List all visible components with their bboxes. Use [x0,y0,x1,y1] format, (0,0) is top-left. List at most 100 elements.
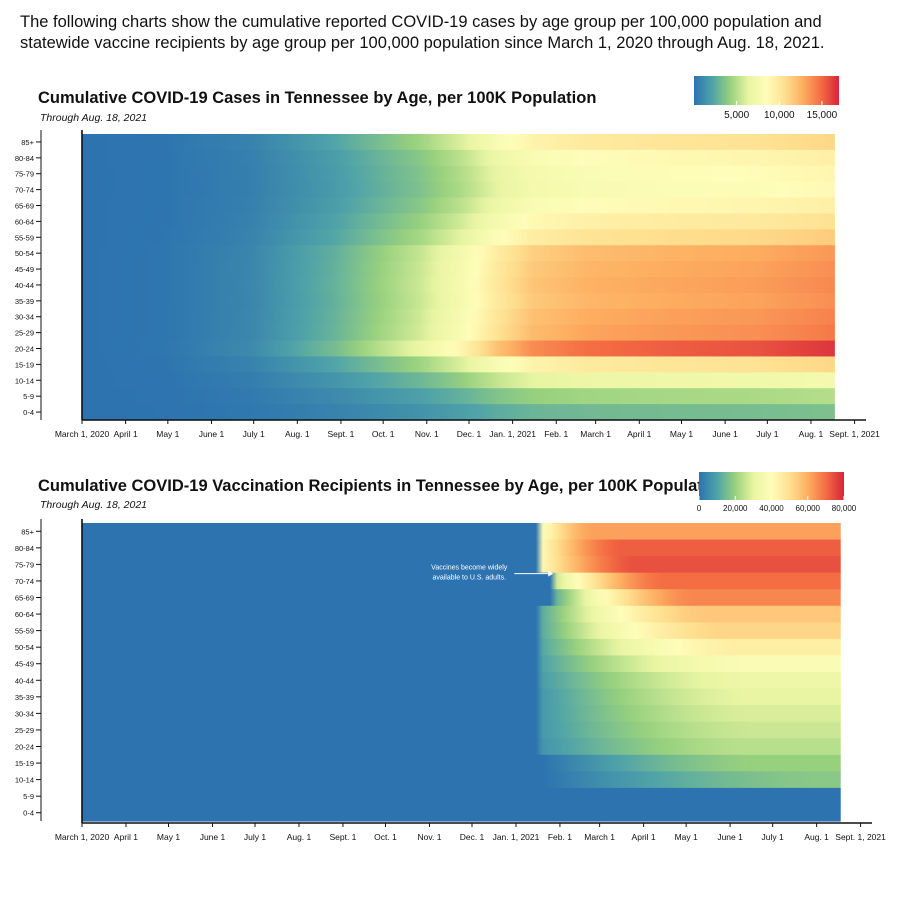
cases-heatmap-chart: 85+ 80-84 75-79 70-74 65-69 60-64 55-59 50-54 45… [15,76,880,439]
x-tick-label: July 1 [756,429,778,439]
x-tick-label: Sept. 1, 2021 [835,832,886,842]
heatmap-row [82,229,835,246]
x-tick-label: Aug. 1 [285,429,310,439]
x-tick-label: July 1 [244,832,266,842]
cases-chart-subtitle: Through Aug. 18, 2021 [40,112,148,124]
legend-tick-label: 0 [697,504,702,513]
legend-tick-label: 60,000 [796,504,821,513]
y-tick-label: 35-39 [15,297,34,306]
x-tick-label: June 1 [200,832,226,842]
x-tick-label: Feb. 1 [548,832,572,842]
heatmap-row [82,738,841,756]
x-tick-label: May 1 [157,832,180,842]
x-tick-label: May 1 [670,429,693,439]
x-tick-label: March 1, 2020 [55,832,110,842]
y-tick-label: 20-24 [15,743,34,752]
x-tick-label: July 1 [762,832,784,842]
x-tick-label: Jan. 1, 2021 [493,832,540,842]
heatmap-row [82,324,835,342]
y-tick-label: 50-54 [15,643,34,652]
y-tick-label: 85+ [21,138,34,147]
y-tick-label: 40-44 [15,676,34,685]
heatmap-row [82,134,835,151]
heatmap-row [82,213,835,230]
heatmap-row [82,672,841,690]
vaccination-chart-title: Cumulative COVID-19 Vaccination Recipien… [38,477,728,495]
heatmap-row [82,754,841,772]
heatmap-row [82,340,835,358]
x-tick-label: June 1 [717,832,743,842]
x-tick-label: Aug. 1 [804,832,829,842]
x-tick-label: Sept. 1 [329,832,356,842]
y-tick-label: 45-49 [15,265,34,274]
legend-tick-label: 5,000 [724,110,749,121]
heatmap-row [82,523,841,541]
x-tick-label: Feb. 1 [544,429,568,439]
heatmap-row [82,356,835,373]
heatmap-row [82,388,835,405]
heatmap-row [82,705,841,723]
x-tick-label: Sept. 1, 2021 [829,429,880,439]
x-tick-label: April 1 [632,832,656,842]
heatmap-row [82,688,841,706]
legend-tick-label: 20,000 [723,504,748,513]
vaccination-heatmap-chart: 85+ 80-84 75-79 70-74 65-69 60-64 55-59 50-54 45… [15,472,886,842]
y-tick-label: 65-69 [15,202,34,211]
y-tick-label: 70-74 [15,577,34,586]
y-tick-label: 70-74 [15,186,34,195]
heatmap-row [82,539,841,557]
heatmap-row [82,655,841,673]
x-tick-label: March 1, 2020 [55,429,110,439]
y-tick-label: 55-59 [15,627,34,636]
heatmap-row [82,589,841,607]
y-tick-label: 75-79 [15,170,34,179]
x-tick-label: Aug. 1 [799,429,824,439]
heatmap-row [82,787,841,806]
y-tick-label: 15-19 [15,360,34,369]
y-tick-label: 0-4 [23,809,34,818]
heatmap-row [82,181,835,199]
y-tick-label: 75-79 [15,560,34,569]
vaccination-chart-subtitle: Through Aug. 18, 2021 [40,499,148,511]
heatmap-row [82,721,841,739]
y-tick-label: 5-9 [23,392,34,401]
heatmap-row [82,404,835,421]
x-tick-label: April 1 [114,832,138,842]
annotation-text-line1: Vaccines become widely [431,565,508,572]
legend-tick-label: 80,000 [832,504,857,513]
heatmap-row [82,622,841,640]
x-tick-label: Oct. 1 [372,429,395,439]
x-tick-label: Aug. 1 [287,832,312,842]
x-tick-label: March 1 [584,832,615,842]
x-tick-label: June 1 [712,429,738,439]
y-tick-label: 25-29 [15,726,34,735]
heatmap-row [82,245,835,262]
cases-chart-title: Cumulative COVID-19 Cases in Tennessee b… [38,89,597,107]
y-tick-label: 85+ [21,527,34,536]
heatmap-row [82,771,841,789]
heatmap-row [82,149,835,167]
legend-tick-label: 10,000 [764,110,795,121]
legend-tick-label: 40,000 [759,504,784,513]
y-tick-label: 60-64 [15,610,34,619]
x-tick-label: Nov. 1 [415,429,439,439]
y-tick-label: 80-84 [15,544,34,553]
annotation-arrowhead [548,570,554,577]
y-tick-label: 20-24 [15,345,34,354]
y-tick-label: 80-84 [15,154,34,163]
y-tick-label: 10-14 [15,376,34,385]
x-tick-label: Dec. 1 [457,429,482,439]
legend-tick-label: 15,000 [807,110,838,121]
heatmap-row [82,556,841,574]
x-tick-label: June 1 [199,429,225,439]
x-tick-label: Jan. 1, 2021 [489,429,536,439]
heatmap-row [82,165,835,183]
legend-color-bar [694,76,839,105]
x-tick-label: April 1 [627,429,651,439]
y-tick-label: 25-29 [15,329,34,338]
x-tick-label: Sept. 1 [327,429,354,439]
y-tick-label: 55-59 [15,233,34,242]
heatmap-row [82,572,841,590]
heatmap-row [82,372,835,389]
y-tick-label: 5-9 [23,792,34,801]
